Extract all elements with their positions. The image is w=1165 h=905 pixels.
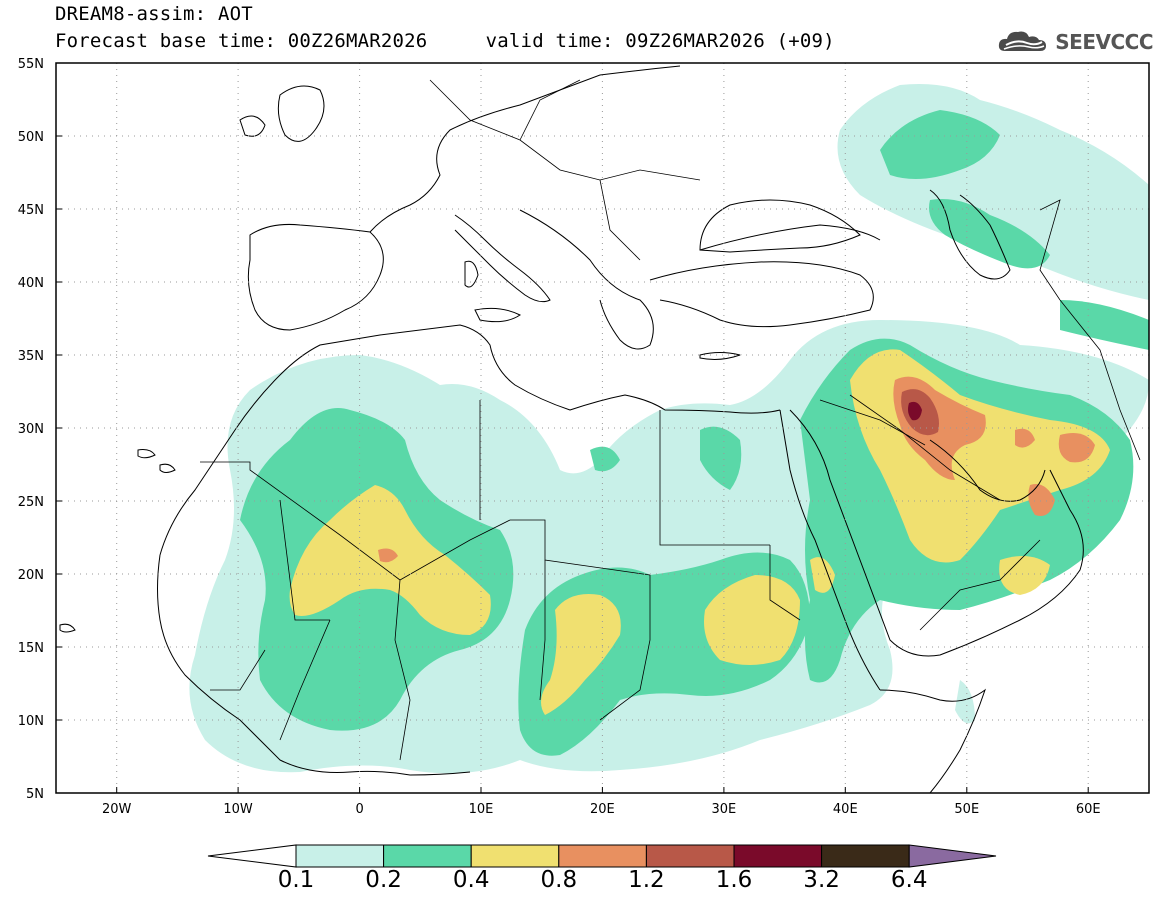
lon-label: 10E bbox=[469, 802, 494, 817]
aot-level-1.6 bbox=[908, 401, 922, 421]
map-title: DREAM8-assim: AOT bbox=[55, 3, 253, 25]
colorbar-high-arrow bbox=[908, 844, 997, 868]
lat-label: 45N bbox=[18, 203, 44, 218]
colorbar-swatch bbox=[645, 844, 735, 868]
lon-labels: 20W 10W 0 10E 20E 30E 40E 50E 60E bbox=[102, 802, 1101, 817]
colorbar-swatch bbox=[295, 844, 385, 868]
colorbar-label: 0.4 bbox=[452, 867, 490, 893]
lat-label: 30N bbox=[18, 422, 44, 437]
aot-field bbox=[189, 84, 1149, 774]
lon-label: 20E bbox=[590, 802, 615, 817]
colorbar-low-arrow bbox=[207, 844, 297, 868]
colorbar-label: 0.2 bbox=[365, 867, 402, 893]
lat-label: 25N bbox=[18, 495, 44, 510]
graticule bbox=[56, 63, 1149, 793]
tick-marks bbox=[56, 62, 1089, 794]
colorbar-swatch bbox=[558, 844, 647, 868]
lon-label: 50E bbox=[954, 802, 979, 817]
colorbar-swatch bbox=[470, 844, 560, 868]
country-borders bbox=[200, 79, 1141, 761]
lat-label: 20N bbox=[18, 568, 44, 583]
forecast-time-line: Forecast base time: 00Z26MAR2026 valid t… bbox=[55, 30, 835, 52]
logo-text: SEEVCCC bbox=[1055, 30, 1153, 54]
colorbar bbox=[207, 844, 997, 868]
lat-label: 55N bbox=[18, 57, 44, 72]
colorbar-label: 0.1 bbox=[277, 867, 315, 893]
lon-label: 10W bbox=[223, 802, 253, 817]
lat-label: 40N bbox=[18, 276, 44, 291]
lat-label: 5N bbox=[26, 787, 44, 802]
lon-label: 0 bbox=[355, 802, 363, 817]
lat-label: 10N bbox=[18, 714, 44, 729]
colorbar-swatch bbox=[383, 844, 472, 868]
lat-label: 35N bbox=[18, 349, 44, 364]
lat-label: 15N bbox=[18, 641, 44, 656]
cloud-icon bbox=[999, 31, 1047, 51]
lat-label: 50N bbox=[18, 130, 44, 145]
lon-label: 40E bbox=[833, 802, 858, 817]
lat-labels: 5N 10N 15N 20N 25N 30N 35N 40N 45N 50N 5… bbox=[18, 57, 44, 802]
colorbar-label: 6.4 bbox=[890, 867, 928, 893]
colorbar-label: 0.8 bbox=[540, 867, 578, 893]
lon-label: 20W bbox=[102, 802, 132, 817]
colorbar-swatch bbox=[733, 844, 823, 868]
lon-label: 60E bbox=[1076, 802, 1101, 817]
colorbar-label: 1.6 bbox=[715, 867, 753, 893]
seevccc-logo: SEEVCCC bbox=[997, 26, 1153, 58]
colorbar-swatch bbox=[821, 844, 910, 868]
coastlines bbox=[59, 65, 1084, 793]
colorbar-label: 1.2 bbox=[628, 867, 665, 893]
lon-label: 30E bbox=[712, 802, 737, 817]
colorbar-label: 3.2 bbox=[803, 867, 840, 893]
